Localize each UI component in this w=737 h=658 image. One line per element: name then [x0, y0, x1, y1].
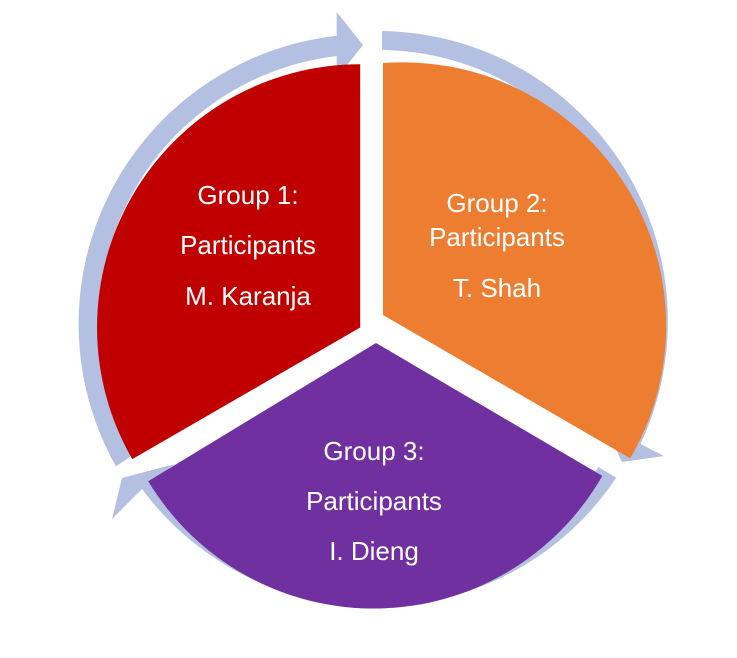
segment-2-title: Group 2: [446, 188, 547, 218]
segment-3-subtitle: Participants [306, 486, 442, 516]
segment-2-subtitle: Participants [429, 222, 565, 252]
segment-1-name: M. Karanja [185, 281, 311, 311]
segment-1-title: Group 1: [197, 180, 298, 210]
pie-segments [97, 62, 667, 609]
segment-group-3 [148, 343, 603, 609]
segment-2-labels: Group 2: Participants T. Shah [429, 188, 565, 303]
segment-3-title: Group 3: [323, 436, 424, 466]
cycle-arrow-2 [382, 31, 668, 462]
cycle-arrow-1 [78, 12, 364, 467]
segment-group-1 [97, 64, 361, 460]
segment-3-labels: Group 3: Participants I. Dieng [306, 436, 442, 566]
segment-2-name: T. Shah [453, 273, 541, 303]
segment-3-name: I. Dieng [329, 536, 419, 566]
segment-1-labels: Group 1: Participants M. Karanja [180, 180, 316, 311]
segment-group-2 [383, 62, 667, 459]
segment-1-subtitle: Participants [180, 230, 316, 260]
